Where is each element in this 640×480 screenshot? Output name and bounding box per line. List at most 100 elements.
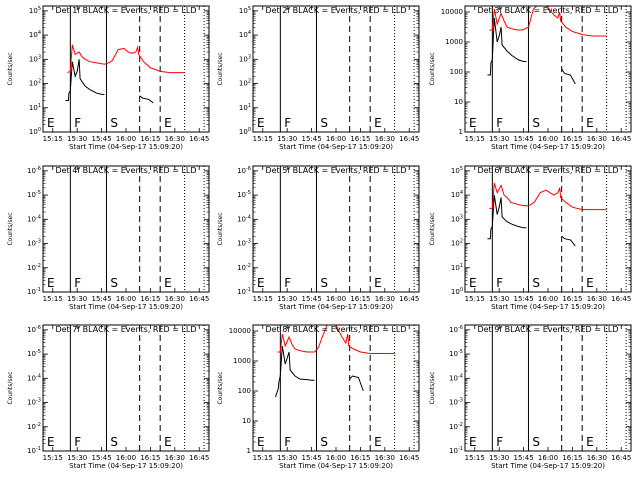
y-tick-label: 1 <box>247 447 251 455</box>
segment-label: S <box>532 276 540 290</box>
x-tick-label: 15:45 <box>91 135 111 143</box>
x-tick-label: 16:15 <box>350 135 370 143</box>
x-tick-label: 16:00 <box>116 135 136 143</box>
y-tick-label: 10-4 <box>237 214 251 224</box>
segment-label: F <box>284 435 291 449</box>
x-tick-label: 16:15 <box>140 135 160 143</box>
plot-frame <box>42 324 210 452</box>
x-tick-label: 16:15 <box>140 295 160 303</box>
panel-det3f: 1 10 100 1000 10000 15:15 15:30 15:45 16:00 16:15… <box>429 5 632 151</box>
segment-label: E <box>374 116 382 130</box>
segment-label: E <box>257 435 265 449</box>
y-axis-label: Counts/sec <box>429 52 436 85</box>
y-axis-label: Counts/sec <box>217 371 224 404</box>
x-tick-label: 16:00 <box>326 295 346 303</box>
events-series-line <box>561 68 576 85</box>
panel-det9f: 10-1 10-2 10-3 10-4 10-5 10-6 15:15 15:30 15:45 1… <box>429 324 632 470</box>
y-tick-label: 104 <box>239 30 251 40</box>
y-tick-label: 1000 <box>233 357 251 365</box>
y-axis-label: Counts/sec <box>217 212 224 245</box>
x-axis-label: Start Time (04-Sep-17 15:09:20) <box>491 303 605 311</box>
segment-label: F <box>284 116 291 130</box>
x-tick-label: 16:15 <box>562 454 582 462</box>
x-tick-label: 16:45 <box>189 135 209 143</box>
y-tick-label: 10000 <box>229 327 251 335</box>
segment-label: E <box>374 435 382 449</box>
y-tick-label: 10-4 <box>27 214 41 224</box>
y-tick-label: 10-6 <box>237 165 251 175</box>
panel-title: Det 5f BLACK = Events, RED = LLD <box>265 166 406 175</box>
x-tick-label: 16:30 <box>165 454 185 462</box>
x-tick-label: 15:45 <box>513 295 533 303</box>
panel-title: Det 9f BLACK = Events, RED = LLD <box>477 325 618 334</box>
x-tick-label: 15:45 <box>513 454 533 462</box>
y-tick-label: 10-2 <box>237 262 251 272</box>
x-tick-label: 15:45 <box>91 454 111 462</box>
x-tick-label: 15:45 <box>513 135 533 143</box>
y-tick-label: 104 <box>29 30 41 40</box>
panel-det4f: 10-1 10-2 10-3 10-4 10-5 10-6 15:15 15:30 15:45 1… <box>7 165 210 311</box>
segment-label: E <box>586 116 594 130</box>
segment-label: E <box>47 276 55 290</box>
segment-label: E <box>586 276 594 290</box>
segment-label: S <box>320 116 328 130</box>
y-tick-label: 102 <box>29 78 41 88</box>
y-tick-label: 10-1 <box>237 287 251 297</box>
segment-label: F <box>496 435 503 449</box>
y-tick-label: 10-2 <box>27 262 41 272</box>
segment-label: F <box>496 116 503 130</box>
y-tick-label: 100 <box>238 387 251 395</box>
y-tick-label: 10-1 <box>27 287 41 297</box>
y-tick-label: 10-1 <box>449 446 463 456</box>
x-tick-label: 16:30 <box>587 295 607 303</box>
panel-det5f: 10-1 10-2 10-3 10-4 10-5 10-6 15:15 15:30 15:45 1… <box>217 165 420 311</box>
segment-label: E <box>257 116 265 130</box>
y-axis-label: Counts/sec <box>429 212 436 245</box>
y-tick-label: 10 <box>454 98 463 106</box>
y-tick-label: 10-6 <box>449 324 463 334</box>
x-tick-label: 15:15 <box>253 454 273 462</box>
y-tick-label: 102 <box>239 78 251 88</box>
y-tick-label: 10-5 <box>449 349 463 359</box>
y-tick-label: 101 <box>239 102 251 112</box>
y-tick-label: 103 <box>239 54 251 64</box>
segment-label: F <box>74 435 81 449</box>
y-tick-label: 101 <box>451 262 463 272</box>
x-tick-label: 16:45 <box>399 454 419 462</box>
panel-title: Det 6f BLACK = Events, RED = LLD <box>477 166 618 175</box>
y-tick-label: 100 <box>239 127 251 137</box>
segment-label: E <box>469 116 477 130</box>
y-tick-label: 100 <box>451 287 463 297</box>
x-tick-label: 16:45 <box>189 295 209 303</box>
x-tick-label: 15:15 <box>253 135 273 143</box>
segment-label: E <box>47 116 55 130</box>
x-axis-label: Start Time (04-Sep-17 15:09:20) <box>279 462 393 470</box>
x-tick-label: 16:15 <box>350 454 370 462</box>
x-axis-label: Start Time (04-Sep-17 15:09:20) <box>69 303 183 311</box>
y-tick-label: 10000 <box>441 8 463 16</box>
lld-series-line <box>489 6 607 37</box>
segment-label: F <box>74 276 81 290</box>
x-axis-label: Start Time (04-Sep-17 15:09:20) <box>491 143 605 151</box>
panel-title: Det 2f BLACK = Events, RED = LLD <box>265 6 406 15</box>
panel-det8f: 1 10 100 1000 10000 15:15 15:30 15:45 16:00 16:15… <box>217 324 420 470</box>
events-series-line <box>139 95 154 104</box>
x-axis-label: Start Time (04-Sep-17 15:09:20) <box>69 462 183 470</box>
segment-label: S <box>110 116 118 130</box>
y-tick-label: 10-5 <box>237 190 251 200</box>
panel-det7f: 10-1 10-2 10-3 10-4 10-5 10-6 15:15 15:30 15:45 1… <box>7 324 210 470</box>
x-tick-label: 16:45 <box>399 135 419 143</box>
x-tick-label: 15:30 <box>489 454 509 462</box>
lld-series-line <box>489 182 607 211</box>
x-tick-label: 16:00 <box>326 135 346 143</box>
y-tick-label: 10 <box>242 417 251 425</box>
lld-series-line <box>277 325 395 354</box>
y-tick-label: 104 <box>451 190 463 200</box>
x-axis-label: Start Time (04-Sep-17 15:09:20) <box>491 462 605 470</box>
x-tick-label: 16:15 <box>140 454 160 462</box>
x-tick-label: 16:30 <box>587 454 607 462</box>
segment-label: S <box>532 116 540 130</box>
x-tick-label: 16:30 <box>375 135 395 143</box>
x-tick-label: 16:30 <box>165 135 185 143</box>
